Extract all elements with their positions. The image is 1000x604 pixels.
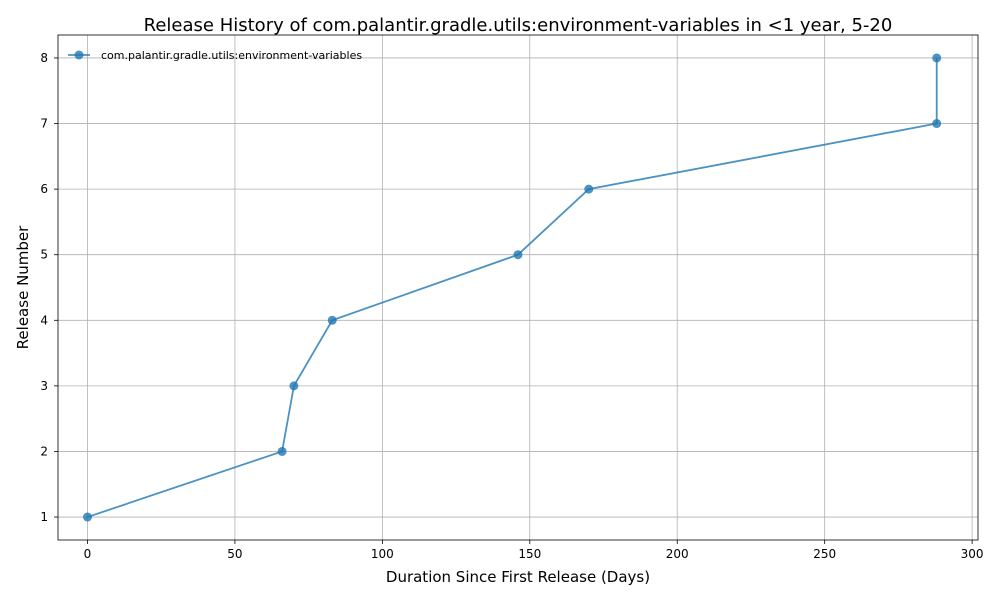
y-tick-label: 5 [40, 248, 48, 262]
y-tick-label: 6 [40, 182, 48, 196]
data-point [932, 119, 942, 129]
x-axis-label: Duration Since First Release (Days) [386, 568, 650, 586]
x-tick-label: 300 [961, 547, 984, 561]
plot-frame [57, 34, 979, 541]
y-tick-label: 7 [40, 117, 48, 131]
data-point [277, 446, 287, 456]
chart-title: Release History of com.palantir.gradle.u… [144, 15, 893, 36]
data-point [327, 315, 337, 325]
y-tick-label: 2 [40, 444, 48, 458]
data-point [584, 184, 594, 194]
x-tick-label: 100 [371, 547, 394, 561]
y-axis-ticks: 1 2 3 4 5 6 7 8 [40, 51, 58, 524]
data-point [513, 250, 523, 260]
x-tick-label: 200 [666, 547, 689, 561]
x-tick-label: 150 [518, 547, 541, 561]
data-point [932, 53, 942, 63]
data-point [82, 512, 92, 522]
y-tick-label: 1 [40, 510, 48, 524]
x-tick-label: 0 [84, 547, 92, 561]
legend-point-marker [74, 50, 84, 60]
y-axis-label: Release Number [14, 225, 32, 349]
legend-entry-label: com.palantir.gradle.utils:environment-va… [101, 49, 362, 62]
y-tick-label: 3 [40, 379, 48, 393]
grid-lines [58, 35, 978, 540]
y-tick-label: 4 [40, 313, 48, 327]
legend: com.palantir.gradle.utils:environment-va… [68, 49, 362, 62]
x-tick-label: 50 [227, 547, 242, 561]
x-tick-label: 250 [813, 547, 836, 561]
series-layer [82, 53, 942, 522]
x-axis-ticks: 0 50 100 150 200 250 300 [84, 540, 984, 561]
series-line [87, 57, 938, 518]
data-point [289, 381, 299, 391]
y-tick-label: 8 [40, 51, 48, 65]
